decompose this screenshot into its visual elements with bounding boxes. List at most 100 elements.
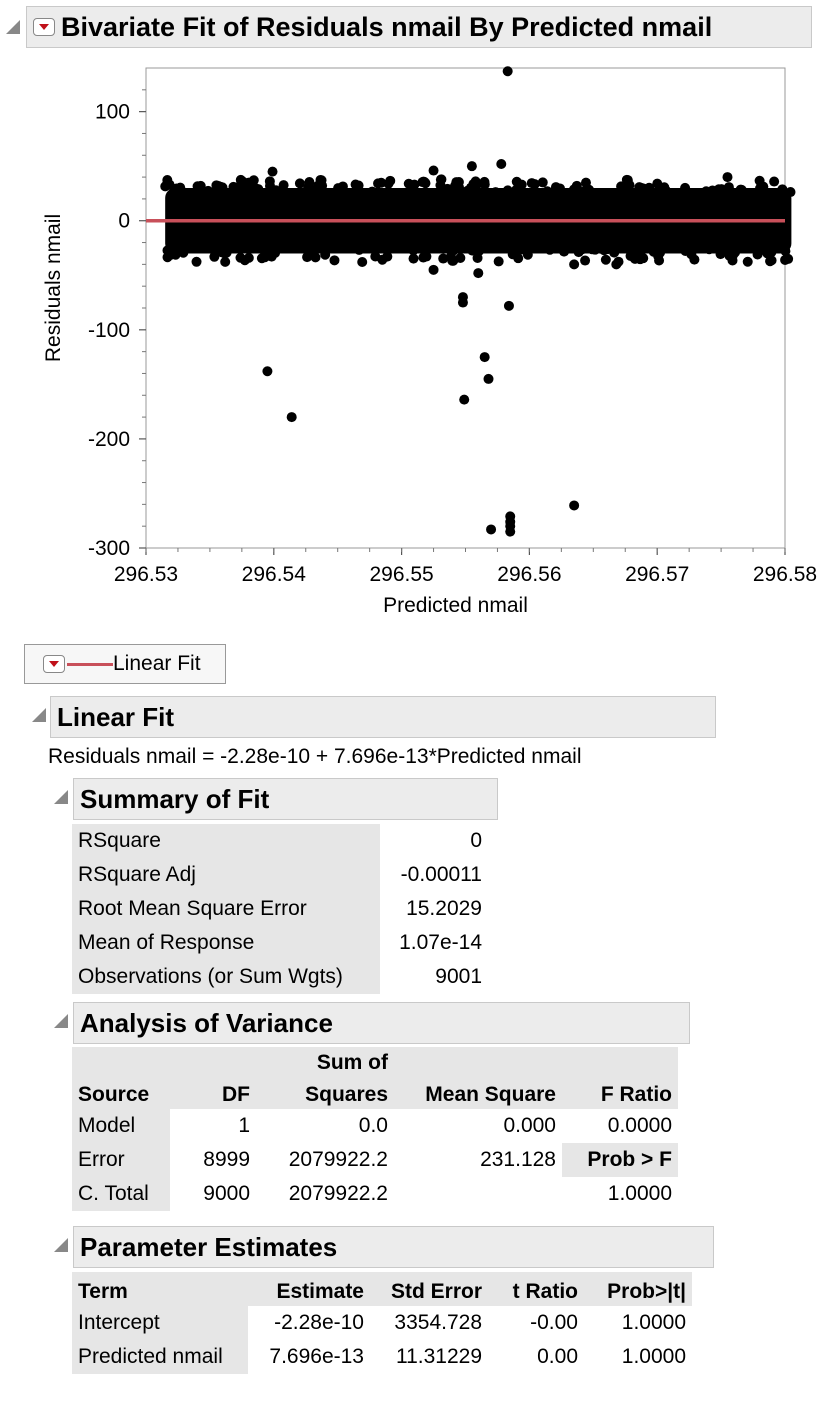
anova-title: Analysis of Variance (80, 1007, 333, 1038)
data-point (455, 252, 466, 263)
summary-value: -0.00011 (400, 863, 482, 886)
summary-label: Mean of Response (72, 926, 380, 960)
x-tick-label: 296.58 (753, 563, 817, 586)
anova-source: C. Total (72, 1177, 170, 1211)
param-prob: 1.0000 (621, 1345, 686, 1368)
x-tick-label: 296.53 (114, 563, 178, 586)
anova-source: Model (72, 1109, 170, 1143)
param-estimate: 7.696e-13 (269, 1345, 364, 1368)
data-point (457, 297, 468, 308)
fit-equation: Residuals nmail = -2.28e-10 + 7.696e-13*… (48, 745, 582, 768)
table-row: Intercept -2.28e-10 3354.728 -0.00 1.000… (72, 1306, 692, 1340)
anova-header: Analysis of Variance (73, 1002, 690, 1044)
col-header-ss-top: Sum of (256, 1047, 394, 1077)
data-point (785, 187, 796, 198)
fit-legend-box[interactable]: Linear Fit (24, 644, 226, 684)
data-point (554, 183, 565, 194)
legend-label: Linear Fit (113, 652, 201, 675)
data-point (337, 181, 348, 192)
data-point (354, 244, 365, 255)
data-point (600, 254, 611, 265)
data-point (502, 185, 513, 196)
data-point (191, 256, 202, 267)
table-row: Root Mean Square Error 15.2029 (72, 892, 488, 926)
data-point (661, 185, 672, 196)
x-tick-label: 296.55 (369, 563, 433, 586)
param-std-error: 3354.728 (394, 1311, 482, 1334)
anova-ms (394, 1177, 562, 1211)
disclosure-icon[interactable] (54, 790, 68, 804)
disclosure-icon[interactable] (54, 1238, 68, 1252)
param-t-ratio: 0.00 (537, 1345, 578, 1368)
data-point (654, 255, 665, 266)
data-point (474, 246, 485, 257)
data-point (529, 179, 540, 190)
data-point (783, 253, 794, 264)
data-point (462, 185, 473, 196)
data-point (704, 244, 715, 255)
anova-ss: 2079922.2 (288, 1182, 388, 1205)
report-header: Bivariate Fit of Residuals nmail By Pred… (26, 6, 812, 48)
col-header-term: Term (72, 1272, 248, 1306)
data-point (652, 178, 663, 189)
data-point (243, 252, 254, 263)
data-point (421, 251, 432, 262)
x-tick-label: 296.54 (242, 563, 307, 586)
data-point (569, 259, 580, 270)
data-point (483, 373, 494, 384)
anova-ms: 0.000 (503, 1114, 556, 1137)
summary-label: Observations (or Sum Wgts) (72, 960, 380, 994)
red-triangle-menu-icon[interactable] (33, 18, 55, 36)
parameter-estimates-header: Parameter Estimates (73, 1226, 714, 1268)
param-term: Intercept (72, 1306, 248, 1340)
summary-of-fit-header: Summary of Fit (73, 778, 498, 820)
anova-df: 1 (238, 1114, 250, 1137)
col-header-source: Source (72, 1047, 170, 1109)
data-point (754, 245, 765, 256)
x-tick-label: 296.56 (497, 563, 561, 586)
red-triangle-menu-icon[interactable] (43, 655, 65, 673)
y-axis-label: Residuals nmail (42, 214, 65, 362)
data-point (502, 66, 513, 77)
table-row: C. Total 9000 2079922.2 1.0000 (72, 1177, 678, 1211)
param-estimate: -2.28e-10 (274, 1311, 364, 1334)
data-point (162, 174, 173, 185)
disclosure-icon[interactable] (54, 1014, 68, 1028)
data-point (195, 180, 206, 191)
data-point (320, 249, 331, 260)
disclosure-icon[interactable] (32, 708, 46, 722)
col-header-df: DF (170, 1047, 256, 1109)
anova-df: 8999 (203, 1148, 250, 1171)
col-header-ss-bottom: Squares (256, 1077, 394, 1109)
table-row: RSquare 0 (72, 824, 488, 858)
data-point (638, 253, 649, 264)
col-header-f: F Ratio (562, 1047, 678, 1109)
data-point (722, 172, 733, 183)
data-point (755, 183, 766, 194)
data-point (220, 256, 231, 267)
summary-value: 1.07e-14 (399, 931, 482, 954)
data-point (466, 161, 477, 172)
disclosure-icon[interactable] (6, 20, 20, 34)
data-point (574, 186, 585, 197)
data-point (419, 177, 430, 188)
data-point (611, 259, 622, 270)
summary-value: 0 (470, 829, 482, 852)
data-point (203, 185, 214, 196)
summary-value: 15.2029 (406, 897, 482, 920)
data-point (262, 366, 273, 377)
anova-source: Error (72, 1143, 170, 1177)
data-point (428, 165, 439, 176)
table-row: Predicted nmail 7.696e-13 11.31229 0.00 … (72, 1340, 692, 1374)
fit-line-swatch (67, 662, 113, 666)
data-point (715, 249, 726, 260)
data-point (353, 180, 364, 191)
summary-of-fit-table: RSquare 0 RSquare Adj -0.00011 Root Mean Squ… (72, 824, 488, 994)
summary-label: RSquare (72, 824, 380, 858)
data-point (367, 186, 378, 197)
data-point (294, 178, 305, 189)
anova-ss: 2079922.2 (288, 1148, 388, 1171)
data-point (689, 254, 700, 265)
data-point (408, 245, 419, 256)
report-title: Bivariate Fit of Residuals nmail By Pred… (61, 11, 713, 42)
